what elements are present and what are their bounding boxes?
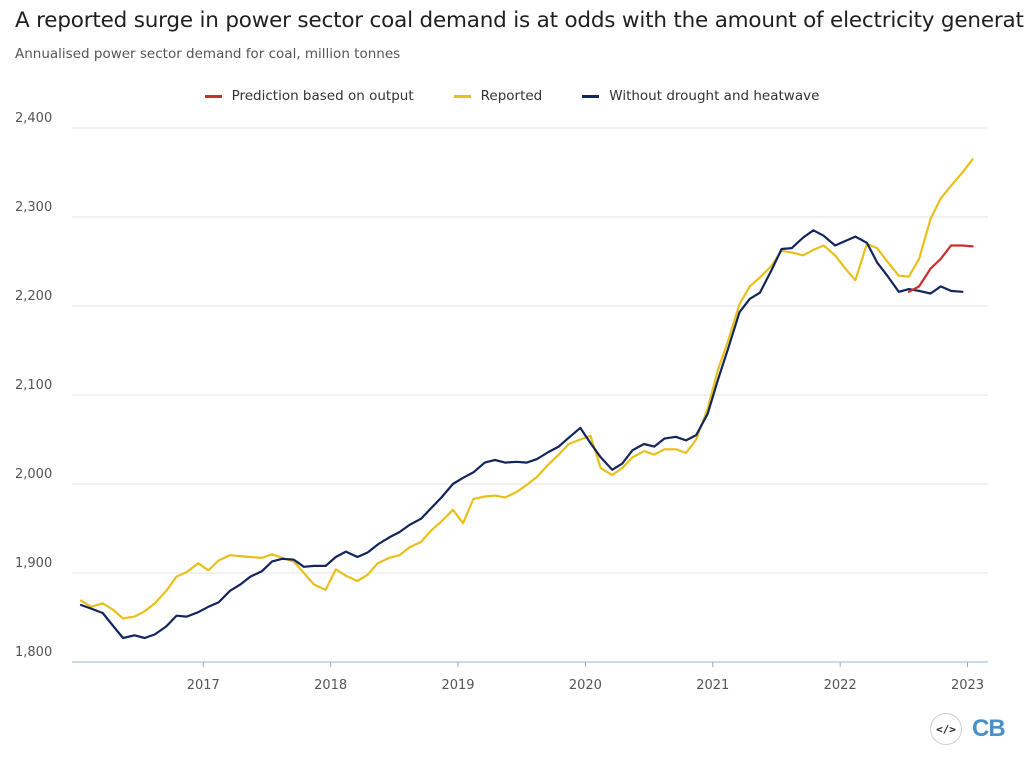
- y-tick-label: 2,000: [15, 467, 52, 482]
- x-tick-label: 2019: [441, 678, 474, 693]
- y-tick-label: 2,400: [15, 111, 52, 126]
- legend-swatch-prediction: [204, 94, 222, 98]
- x-tick-label: 2018: [314, 678, 347, 693]
- legend-swatch-reported: [453, 94, 471, 98]
- x-tick-label: 2022: [824, 678, 857, 693]
- series-line-prediction: [907, 244, 974, 293]
- y-tick-label: 1,900: [15, 556, 52, 571]
- logo-area: </> CB: [930, 713, 1006, 745]
- y-tick-label: 2,300: [15, 200, 52, 215]
- series-line-without-drought: [79, 229, 964, 640]
- legend-label-reported: Reported: [480, 88, 543, 104]
- series-line-reported: [79, 158, 974, 620]
- chart-title: A reported surge in power sector coal de…: [15, 8, 1024, 33]
- legend: Prediction based on output Reported With…: [0, 88, 1024, 104]
- x-tick-label: 2023: [951, 678, 984, 693]
- x-tick-label: 2017: [187, 678, 220, 693]
- legend-item-reported: Reported: [453, 88, 543, 104]
- legend-swatch-without-drought: [582, 94, 600, 98]
- y-tick-label: 2,100: [15, 378, 52, 393]
- x-tick-label: 2020: [569, 678, 602, 693]
- legend-label-prediction: Prediction based on output: [231, 88, 414, 104]
- legend-item-prediction: Prediction based on output: [204, 88, 414, 104]
- chart-subtitle: Annualised power sector demand for coal,…: [15, 46, 401, 62]
- embed-code-icon[interactable]: </>: [930, 713, 962, 745]
- y-tick-label: 2,200: [15, 289, 52, 304]
- legend-label-without-drought: Without drought and heatwave: [609, 88, 820, 104]
- y-tick-label: 1,800: [15, 645, 52, 660]
- legend-item-without-drought: Without drought and heatwave: [582, 88, 819, 104]
- x-tick-label: 2021: [696, 678, 729, 693]
- carbon-brief-logo: CB: [972, 715, 1006, 742]
